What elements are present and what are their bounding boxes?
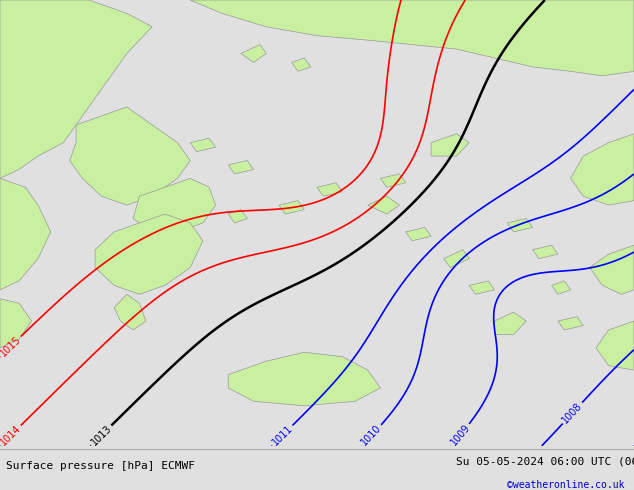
Text: ©weatheronline.co.uk: ©weatheronline.co.uk [507,480,624,490]
Polygon shape [590,245,634,294]
Polygon shape [431,134,469,156]
Polygon shape [469,281,495,294]
Polygon shape [596,321,634,370]
Polygon shape [95,214,203,294]
Polygon shape [0,299,32,348]
Polygon shape [495,312,526,334]
Polygon shape [380,174,406,187]
Polygon shape [190,0,634,76]
Polygon shape [0,0,152,178]
Text: Surface pressure [hPa] ECMWF: Surface pressure [hPa] ECMWF [6,461,195,471]
Text: 1009: 1009 [448,422,472,447]
Polygon shape [241,45,266,62]
Text: 1008: 1008 [560,401,585,425]
Polygon shape [190,138,216,151]
Polygon shape [533,245,558,259]
Polygon shape [444,250,469,268]
Polygon shape [406,227,431,241]
Polygon shape [368,196,399,214]
Polygon shape [114,294,146,330]
Polygon shape [0,178,51,290]
Polygon shape [507,219,533,232]
Polygon shape [552,281,571,294]
Polygon shape [133,178,216,232]
Polygon shape [228,210,247,223]
Text: 1011: 1011 [270,423,295,448]
Polygon shape [292,58,311,72]
Text: 1013: 1013 [89,423,113,448]
Polygon shape [228,352,380,406]
Text: 1010: 1010 [359,423,384,448]
Text: 1014: 1014 [0,423,23,448]
Text: 1015: 1015 [0,334,23,359]
Text: Su 05-05-2024 06:00 UTC (06+96): Su 05-05-2024 06:00 UTC (06+96) [456,456,634,466]
Polygon shape [558,317,583,330]
Polygon shape [317,183,342,196]
Polygon shape [279,201,304,214]
Polygon shape [228,161,254,174]
Polygon shape [70,107,190,205]
Polygon shape [571,134,634,205]
